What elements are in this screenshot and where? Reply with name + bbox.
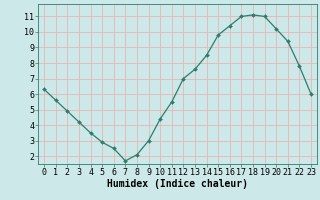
X-axis label: Humidex (Indice chaleur): Humidex (Indice chaleur) [107,179,248,189]
